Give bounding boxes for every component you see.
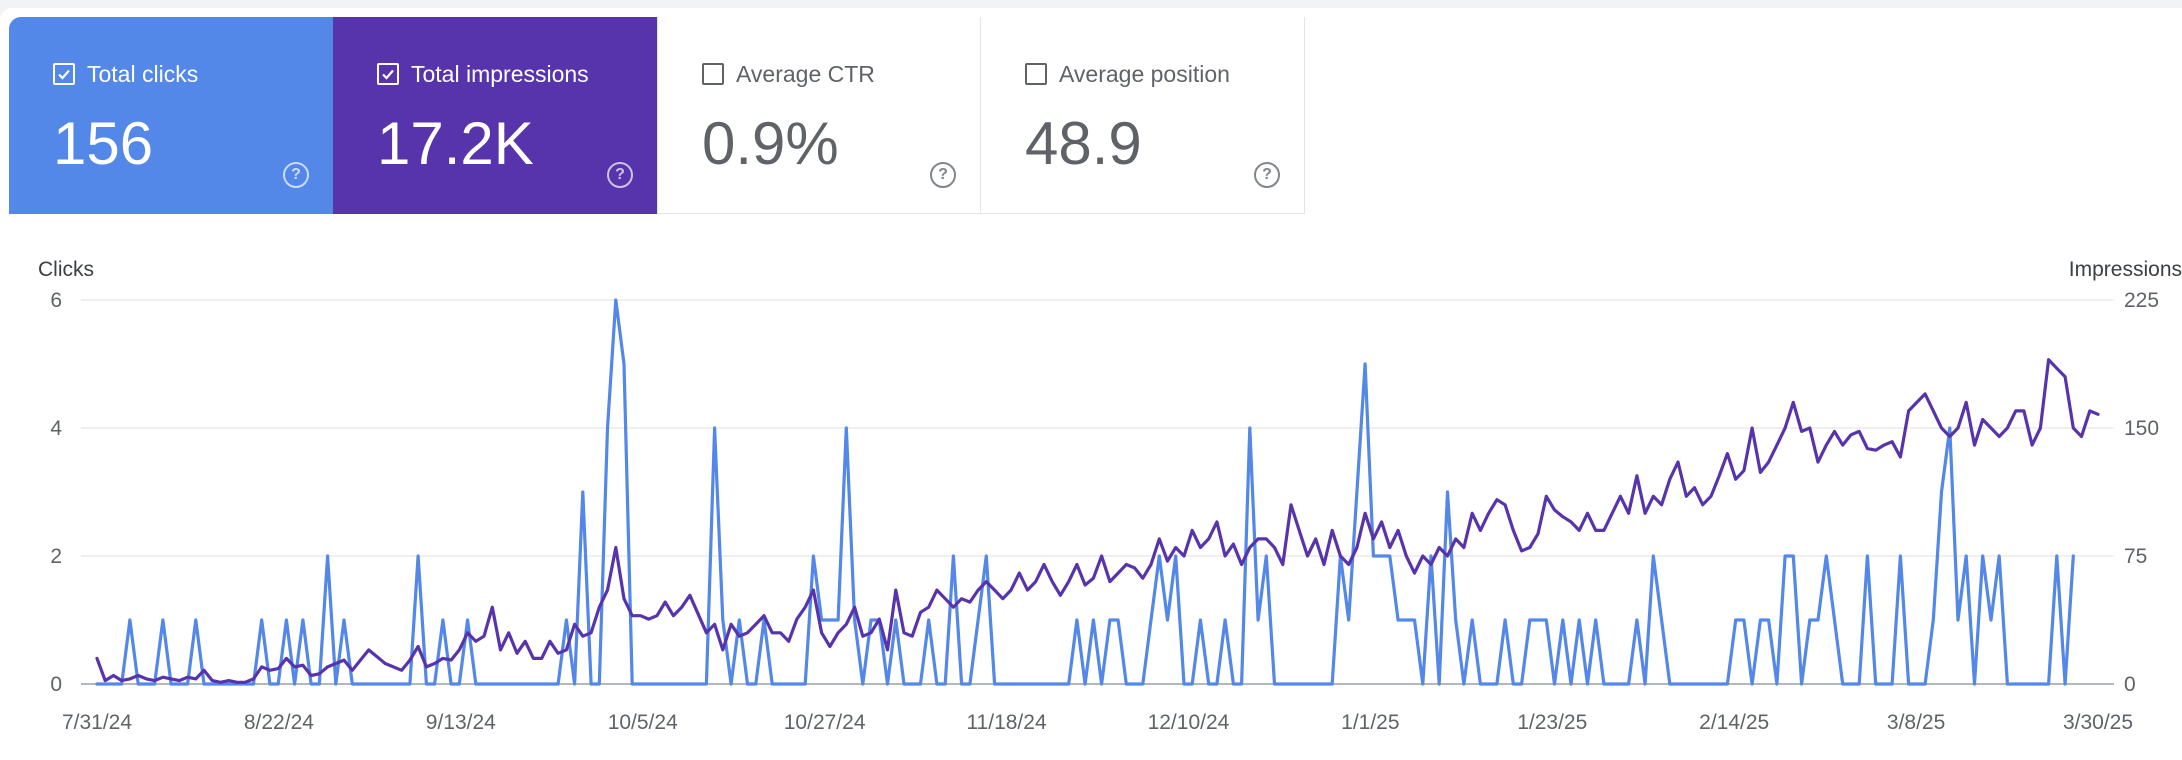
help-icon[interactable]: ? xyxy=(283,162,309,188)
left-tick-label: 2 xyxy=(50,545,62,568)
x-tick-label: 2/14/25 xyxy=(1699,711,1769,734)
total-impressions-card[interactable]: Total impressions 17.2K ? xyxy=(333,17,657,214)
total-impressions-label: Total impressions xyxy=(411,61,589,87)
average-ctr-value: 0.9% xyxy=(702,110,839,177)
x-tick-label: 7/31/24 xyxy=(62,711,132,734)
checkbox-unchecked-icon[interactable] xyxy=(702,63,724,85)
help-icon[interactable]: ? xyxy=(1254,162,1280,188)
x-tick-label: 3/30/25 xyxy=(2063,711,2133,734)
series-line-impressions[interactable] xyxy=(95,358,2100,684)
x-tick-label: 1/23/25 xyxy=(1517,711,1587,734)
x-tick-label: 1/1/25 xyxy=(1341,711,1399,734)
metric-cards: Total clicks 156 ? Total impressions 17.… xyxy=(9,17,1305,214)
x-tick-label: 9/13/24 xyxy=(426,711,496,734)
x-tick-label: 12/10/24 xyxy=(1148,711,1230,734)
right-tick-label: 225 xyxy=(2124,289,2159,312)
average-position-value: 48.9 xyxy=(1025,110,1142,177)
left-tick-label: 0 xyxy=(50,673,62,696)
left-tick-label: 6 xyxy=(50,289,62,312)
right-axis-title: Impressions xyxy=(2069,258,2182,281)
average-ctr-label: Average CTR xyxy=(736,61,875,87)
chart-series xyxy=(95,298,2100,686)
x-tick-label: 10/27/24 xyxy=(784,711,866,734)
total-clicks-value: 156 xyxy=(53,110,154,177)
average-ctr-card[interactable]: Average CTR 0.9% ? xyxy=(657,17,981,214)
series-line-clicks[interactable] xyxy=(95,298,2075,686)
checkbox-unchecked-icon[interactable] xyxy=(1025,63,1047,85)
total-clicks-label: Total clicks xyxy=(87,61,199,87)
right-tick-label: 0 xyxy=(2124,673,2136,696)
right-tick-label: 75 xyxy=(2124,545,2147,568)
checkbox-checked-icon[interactable] xyxy=(377,63,399,85)
x-tick-label: 11/18/24 xyxy=(966,711,1047,734)
help-icon[interactable]: ? xyxy=(930,162,956,188)
help-icon[interactable]: ? xyxy=(607,162,633,188)
x-tick-label: 3/8/25 xyxy=(1887,711,1945,734)
chart-axes: Clicks Impressions 0 2 4 6 0 75 150 225 7/31/24 8… xyxy=(38,258,2182,734)
x-tick-label: 8/22/24 xyxy=(244,711,314,734)
left-axis-title: Clicks xyxy=(38,258,94,281)
x-tick-label: 10/5/24 xyxy=(608,711,678,734)
average-position-card[interactable]: Average position 48.9 ? xyxy=(981,17,1305,214)
total-clicks-card[interactable]: Total clicks 156 ? xyxy=(9,17,333,214)
left-tick-label: 4 xyxy=(50,417,62,440)
checkbox-checked-icon[interactable] xyxy=(53,63,75,85)
right-tick-label: 150 xyxy=(2124,417,2159,440)
performance-panel: Total clicks 156 ? Total impressions 17.… xyxy=(0,8,2182,760)
chart-grid xyxy=(81,299,2114,685)
performance-chart: Clicks Impressions 0 2 4 6 0 75 150 225 7/31/24 8… xyxy=(38,258,2182,734)
average-position-label: Average position xyxy=(1059,61,1230,87)
total-impressions-value: 17.2K xyxy=(377,110,534,177)
